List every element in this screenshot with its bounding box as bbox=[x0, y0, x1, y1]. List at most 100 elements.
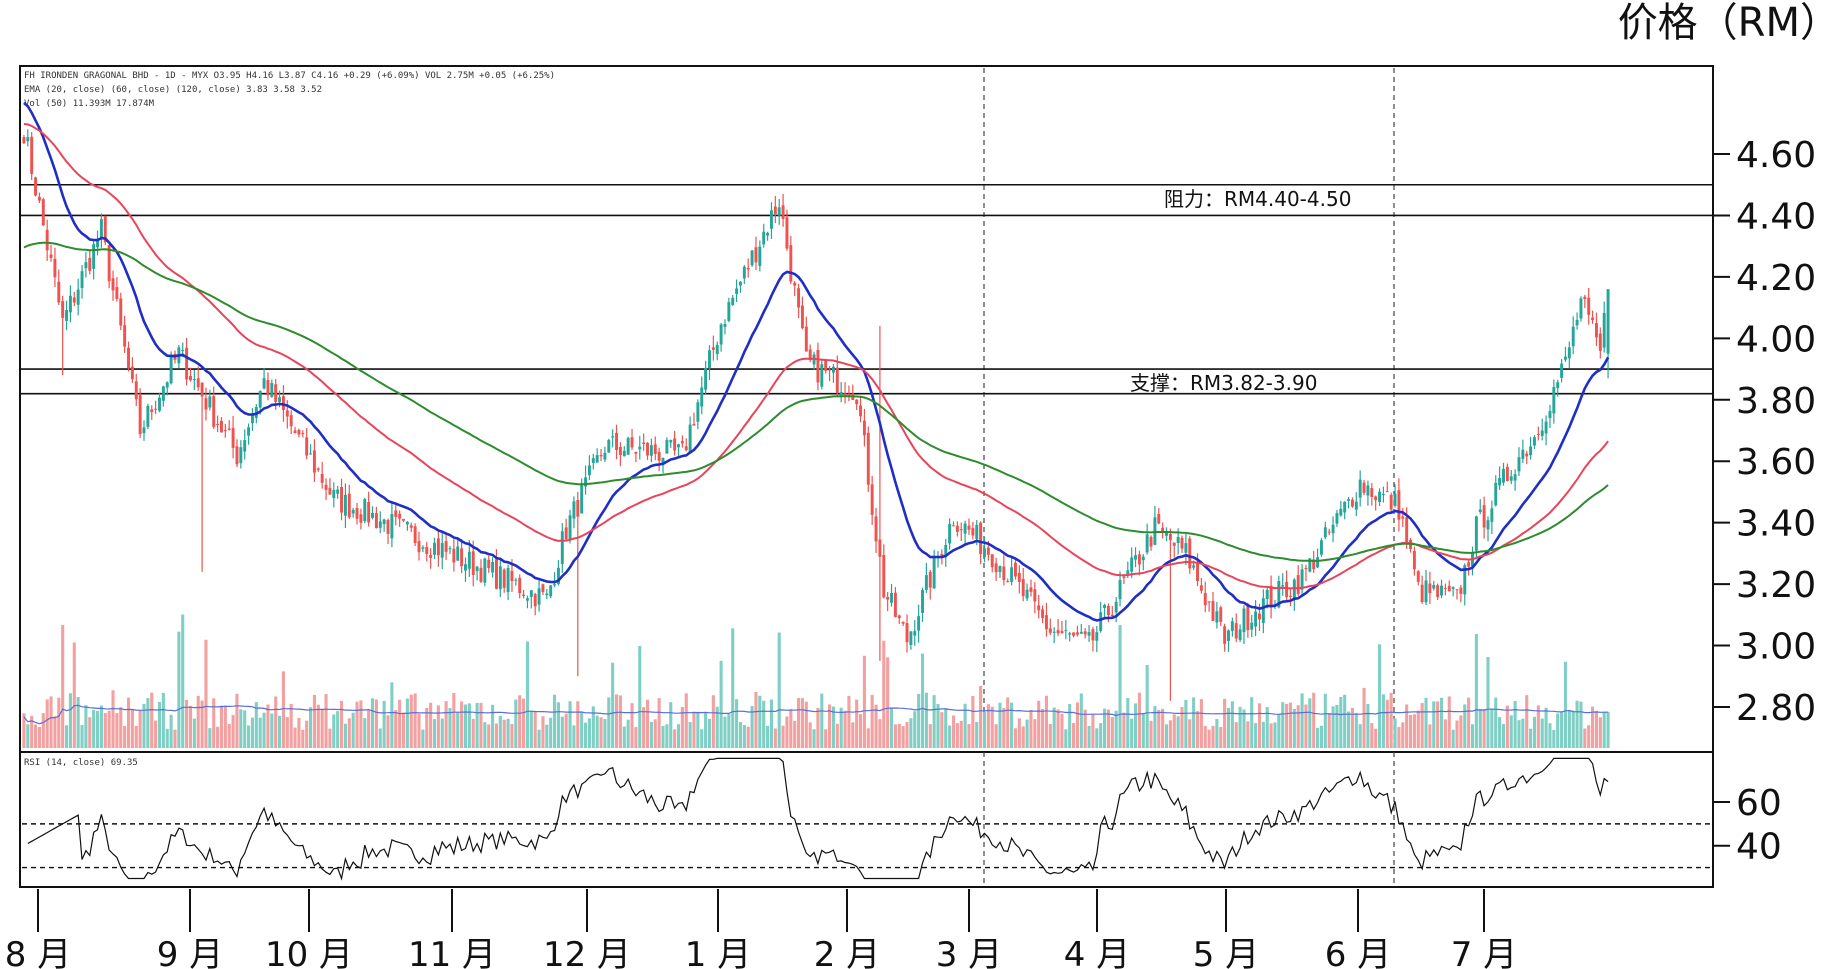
candle-body bbox=[1343, 501, 1347, 513]
candle bbox=[1327, 528, 1331, 536]
candle bbox=[111, 270, 115, 301]
candle-body bbox=[1258, 613, 1261, 620]
candle-body bbox=[448, 548, 452, 550]
candle-body bbox=[185, 347, 189, 380]
volume-bar bbox=[1366, 703, 1370, 748]
candle-body bbox=[119, 298, 123, 326]
candle-body bbox=[820, 364, 824, 387]
volume-bar bbox=[1343, 694, 1347, 748]
candle-body bbox=[1064, 630, 1068, 632]
candle-body bbox=[541, 584, 545, 593]
candle bbox=[1010, 557, 1014, 586]
volume-bar bbox=[297, 717, 301, 748]
volume-bar bbox=[998, 702, 1002, 748]
candle-body bbox=[506, 568, 510, 593]
volume-bar bbox=[192, 718, 196, 748]
candle bbox=[34, 176, 38, 197]
volume-bar bbox=[398, 699, 402, 748]
candle bbox=[65, 300, 69, 331]
candle-body bbox=[1281, 585, 1285, 587]
candle-body bbox=[514, 579, 518, 581]
candle-body bbox=[1122, 576, 1126, 578]
candle bbox=[971, 521, 975, 540]
candle bbox=[1385, 481, 1389, 493]
volume-bar bbox=[1025, 719, 1029, 748]
candle bbox=[161, 385, 165, 407]
candle-body bbox=[243, 439, 247, 452]
candle bbox=[88, 249, 92, 275]
volume-bar bbox=[1277, 714, 1281, 748]
candle bbox=[1571, 316, 1575, 355]
candle-body bbox=[1533, 437, 1536, 446]
candle bbox=[212, 386, 216, 430]
candle-body bbox=[1362, 482, 1366, 493]
candle bbox=[1068, 631, 1072, 642]
candle-body bbox=[351, 509, 355, 514]
candle bbox=[611, 429, 615, 448]
candle-body bbox=[669, 440, 673, 443]
candle bbox=[150, 405, 154, 420]
month-label: 3 月 bbox=[936, 935, 1002, 969]
candle bbox=[433, 537, 436, 560]
candle bbox=[839, 382, 843, 403]
candle-body bbox=[1141, 556, 1145, 561]
candle-body bbox=[363, 499, 367, 522]
candle bbox=[1064, 619, 1068, 640]
candle-body bbox=[607, 440, 611, 453]
volume-bar bbox=[1467, 697, 1471, 748]
candle bbox=[568, 509, 572, 544]
candle bbox=[560, 523, 564, 573]
volume-bar bbox=[843, 710, 847, 748]
volume-bar bbox=[99, 705, 103, 748]
candle bbox=[777, 199, 781, 225]
candle-body bbox=[1424, 580, 1428, 603]
volume-bar bbox=[103, 713, 107, 748]
candle bbox=[766, 231, 770, 241]
volume-bar bbox=[1141, 712, 1145, 748]
candle-body bbox=[1459, 587, 1463, 594]
volume-bar bbox=[1273, 722, 1277, 748]
candle-body bbox=[103, 216, 107, 243]
candle-body bbox=[1017, 572, 1021, 582]
candle-body bbox=[998, 566, 1002, 573]
candle bbox=[1594, 312, 1598, 347]
volume-bar bbox=[378, 728, 382, 748]
candle-body bbox=[1385, 491, 1389, 493]
candle-body bbox=[1161, 527, 1165, 532]
volume-bar bbox=[204, 639, 208, 748]
volume-bar bbox=[638, 645, 642, 748]
candle bbox=[1006, 578, 1010, 583]
candle-body bbox=[634, 452, 638, 454]
volume-bar bbox=[1110, 717, 1114, 748]
volume-bar bbox=[200, 700, 204, 748]
candle-body bbox=[928, 571, 932, 588]
candle bbox=[1374, 495, 1378, 511]
candle bbox=[1238, 624, 1242, 643]
price-tick-label: 4.20 bbox=[1736, 258, 1816, 299]
candle-body bbox=[332, 489, 336, 499]
volume-bar bbox=[882, 640, 886, 748]
volume-bar bbox=[537, 729, 541, 748]
volume-bar bbox=[26, 724, 30, 748]
candle bbox=[537, 579, 541, 612]
volume-bar bbox=[893, 724, 897, 748]
volume-bar bbox=[1377, 644, 1382, 748]
volume-bar bbox=[1505, 705, 1509, 748]
candle-body bbox=[1521, 449, 1525, 459]
volume-bar bbox=[394, 710, 398, 748]
volume-bar bbox=[1335, 704, 1339, 748]
volume-bar bbox=[1095, 728, 1099, 748]
candle-body bbox=[88, 257, 92, 271]
candle-body bbox=[684, 446, 688, 451]
candle-body bbox=[944, 545, 948, 555]
candle bbox=[1533, 434, 1536, 449]
candle-body bbox=[1021, 578, 1025, 597]
candle-body bbox=[1196, 562, 1199, 582]
volume-bar bbox=[1501, 724, 1506, 748]
candle-body bbox=[1137, 554, 1141, 565]
volume-bar bbox=[1428, 724, 1432, 748]
candle bbox=[762, 223, 766, 248]
volume-bar bbox=[738, 722, 743, 748]
volume-bar bbox=[1556, 713, 1560, 748]
volume-bar bbox=[1401, 722, 1405, 748]
